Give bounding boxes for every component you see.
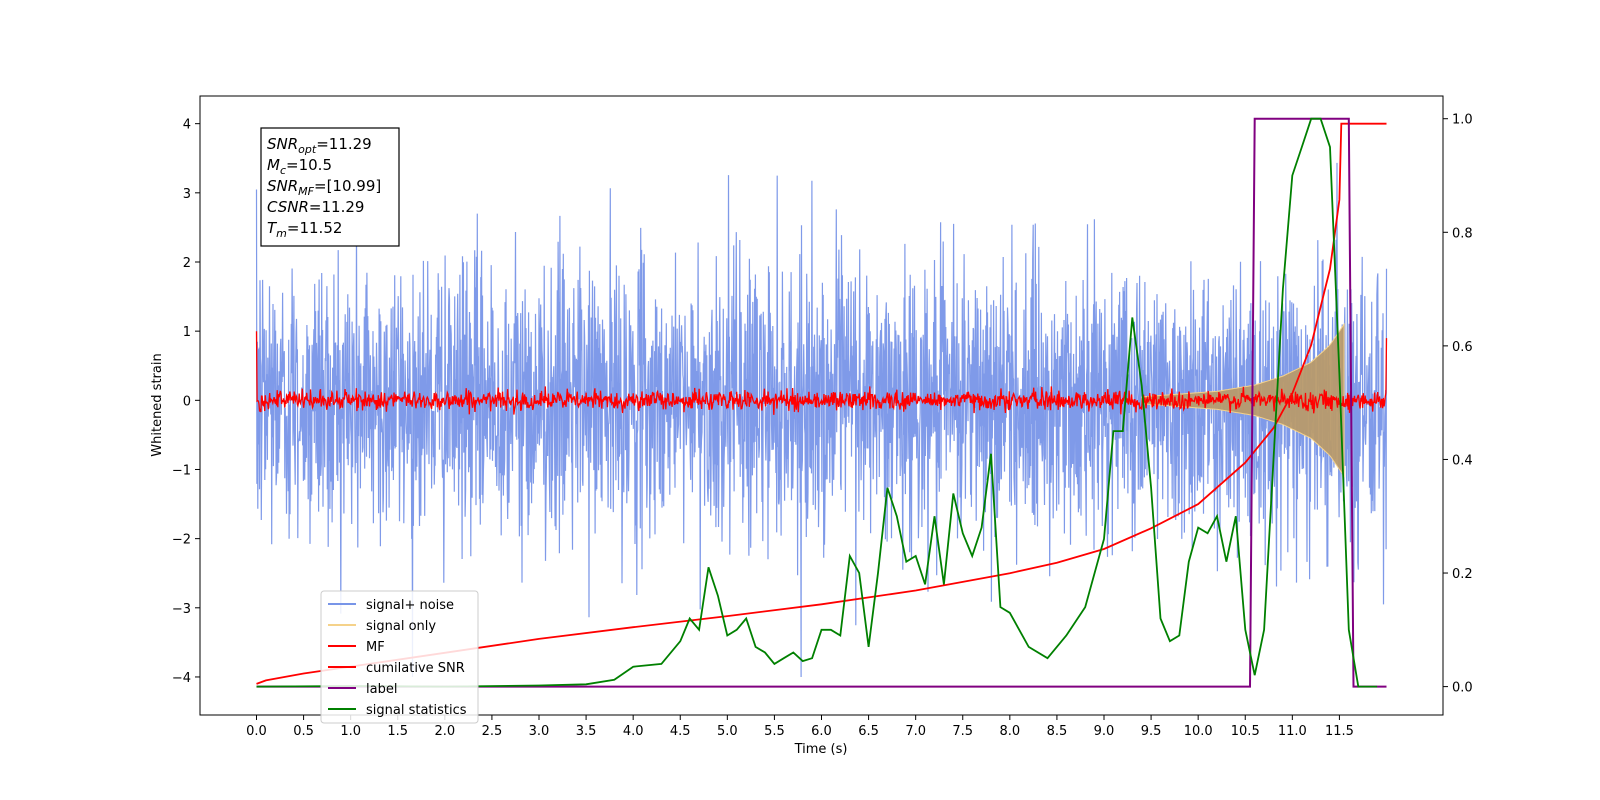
x-tick-label: 9.0 xyxy=(1094,724,1115,739)
x-tick-label: 3.0 xyxy=(529,724,550,739)
annotation-tm-symbol: T xyxy=(267,219,278,237)
series-mf xyxy=(255,331,1388,415)
legend-label-cumulative-snr: cumilative SNR xyxy=(366,661,465,676)
y-axis-left: −4 −3 −2 −1 0 1 2 3 4 xyxy=(172,118,200,686)
x-tick-label: 8.5 xyxy=(1047,724,1068,739)
legend-label-mf: MF xyxy=(366,640,385,655)
x-tick-label: 10.0 xyxy=(1184,724,1213,739)
annotation-mc-value: =10.5 xyxy=(286,156,332,174)
annotation-csnr: CSNR=11.29 xyxy=(267,198,364,216)
x-tick-label: 4.0 xyxy=(623,724,644,739)
annotation-box: SNRopt=11.29 Mc=10.5 SNRMF=[10.99] CSNR=… xyxy=(260,127,400,247)
x-tick-label: 8.0 xyxy=(999,724,1020,739)
annotation-snr-mf: SNRMF=[10.99] xyxy=(267,177,381,198)
y-tick-label: 1 xyxy=(183,325,191,340)
annotation-csnr-value: =11.29 xyxy=(309,198,365,216)
y-axis-title: Whitened strain xyxy=(150,353,165,456)
y-tick-label: 4 xyxy=(183,118,191,133)
y-tick-label: 3 xyxy=(183,187,191,202)
legend: signal+ noise signal only MF cumilative … xyxy=(320,590,479,724)
x-tick-label: 5.5 xyxy=(764,724,785,739)
y-tick-label: −1 xyxy=(172,463,191,478)
x-tick-label: 1.5 xyxy=(387,724,408,739)
annotation-snr-opt: SNRopt=11.29 xyxy=(267,135,372,156)
x-tick-label: 4.5 xyxy=(670,724,691,739)
legend-label-signal-statistics: signal statistics xyxy=(366,703,467,718)
annotation-snr-opt-value: =11.29 xyxy=(316,135,372,153)
x-tick-label: 2.5 xyxy=(482,724,503,739)
y-tick-label: −3 xyxy=(172,602,191,617)
series-signal-statistics xyxy=(256,117,1378,688)
x-tick-label: 6.0 xyxy=(811,724,832,739)
annotation-mc-symbol: M xyxy=(267,156,280,174)
y-tick-label: −2 xyxy=(172,533,191,548)
annotation-tm-value: =11.52 xyxy=(287,219,343,237)
y2-tick-label: 1.0 xyxy=(1452,113,1473,128)
x-tick-label: 7.0 xyxy=(905,724,926,739)
y-tick-label: 2 xyxy=(183,256,191,271)
annotation-frame xyxy=(260,127,400,247)
annotation-mc: Mc=10.5 xyxy=(267,156,332,177)
x-tick-label: 6.5 xyxy=(858,724,879,739)
annotation-snr-opt-symbol: SNR xyxy=(267,135,298,153)
annotation-csnr-symbol: CSNR xyxy=(267,198,309,216)
x-tick-label: 0.5 xyxy=(293,724,314,739)
annotation-snr-mf-value: =[10.99] xyxy=(314,177,381,195)
y-tick-label: −4 xyxy=(172,671,191,686)
legend-frame xyxy=(320,590,479,724)
y-tick-label: 0 xyxy=(183,394,191,409)
x-tick-label: 7.5 xyxy=(952,724,973,739)
y-axis-right: 0.0 0.2 0.4 0.6 0.8 1.0 xyxy=(1443,113,1473,696)
x-tick-label: 11.0 xyxy=(1278,724,1307,739)
y2-tick-label: 0.2 xyxy=(1452,567,1473,582)
annotation-snr-mf-subscript: MF xyxy=(298,185,314,198)
annotation-tm-subscript: m xyxy=(276,227,287,240)
x-tick-label: 3.5 xyxy=(576,724,597,739)
legend-label-signal-noise: signal+ noise xyxy=(366,598,454,613)
legend-label-label: label xyxy=(366,682,397,697)
y2-tick-label: 0.8 xyxy=(1452,226,1473,241)
x-tick-label: 9.5 xyxy=(1141,724,1162,739)
y2-tick-label: 0.0 xyxy=(1452,681,1473,696)
x-axis: 0.0 0.5 1.0 1.5 2.0 2.5 3.0 3.5 4.0 4.5 5.0 5.5 6.0 6… xyxy=(246,715,1354,739)
y2-tick-label: 0.6 xyxy=(1452,340,1473,355)
annotation-snr-opt-subscript: opt xyxy=(298,143,317,156)
x-tick-label: 1.0 xyxy=(340,724,361,739)
x-tick-label: 5.0 xyxy=(717,724,738,739)
annotation-snr-mf-symbol: SNR xyxy=(267,177,298,195)
y2-tick-label: 0.4 xyxy=(1452,453,1473,468)
x-tick-label: 2.0 xyxy=(434,724,455,739)
x-tick-label: 11.5 xyxy=(1325,724,1354,739)
x-axis-title: Time (s) xyxy=(794,742,848,757)
x-tick-label: 0.0 xyxy=(246,724,267,739)
x-tick-label: 10.5 xyxy=(1231,724,1260,739)
annotation-mc-subscript: c xyxy=(280,164,286,177)
series-signal-only xyxy=(1141,322,1345,479)
legend-label-signal-only: signal only xyxy=(366,619,436,634)
annotation-tm: Tm=11.52 xyxy=(267,219,342,240)
